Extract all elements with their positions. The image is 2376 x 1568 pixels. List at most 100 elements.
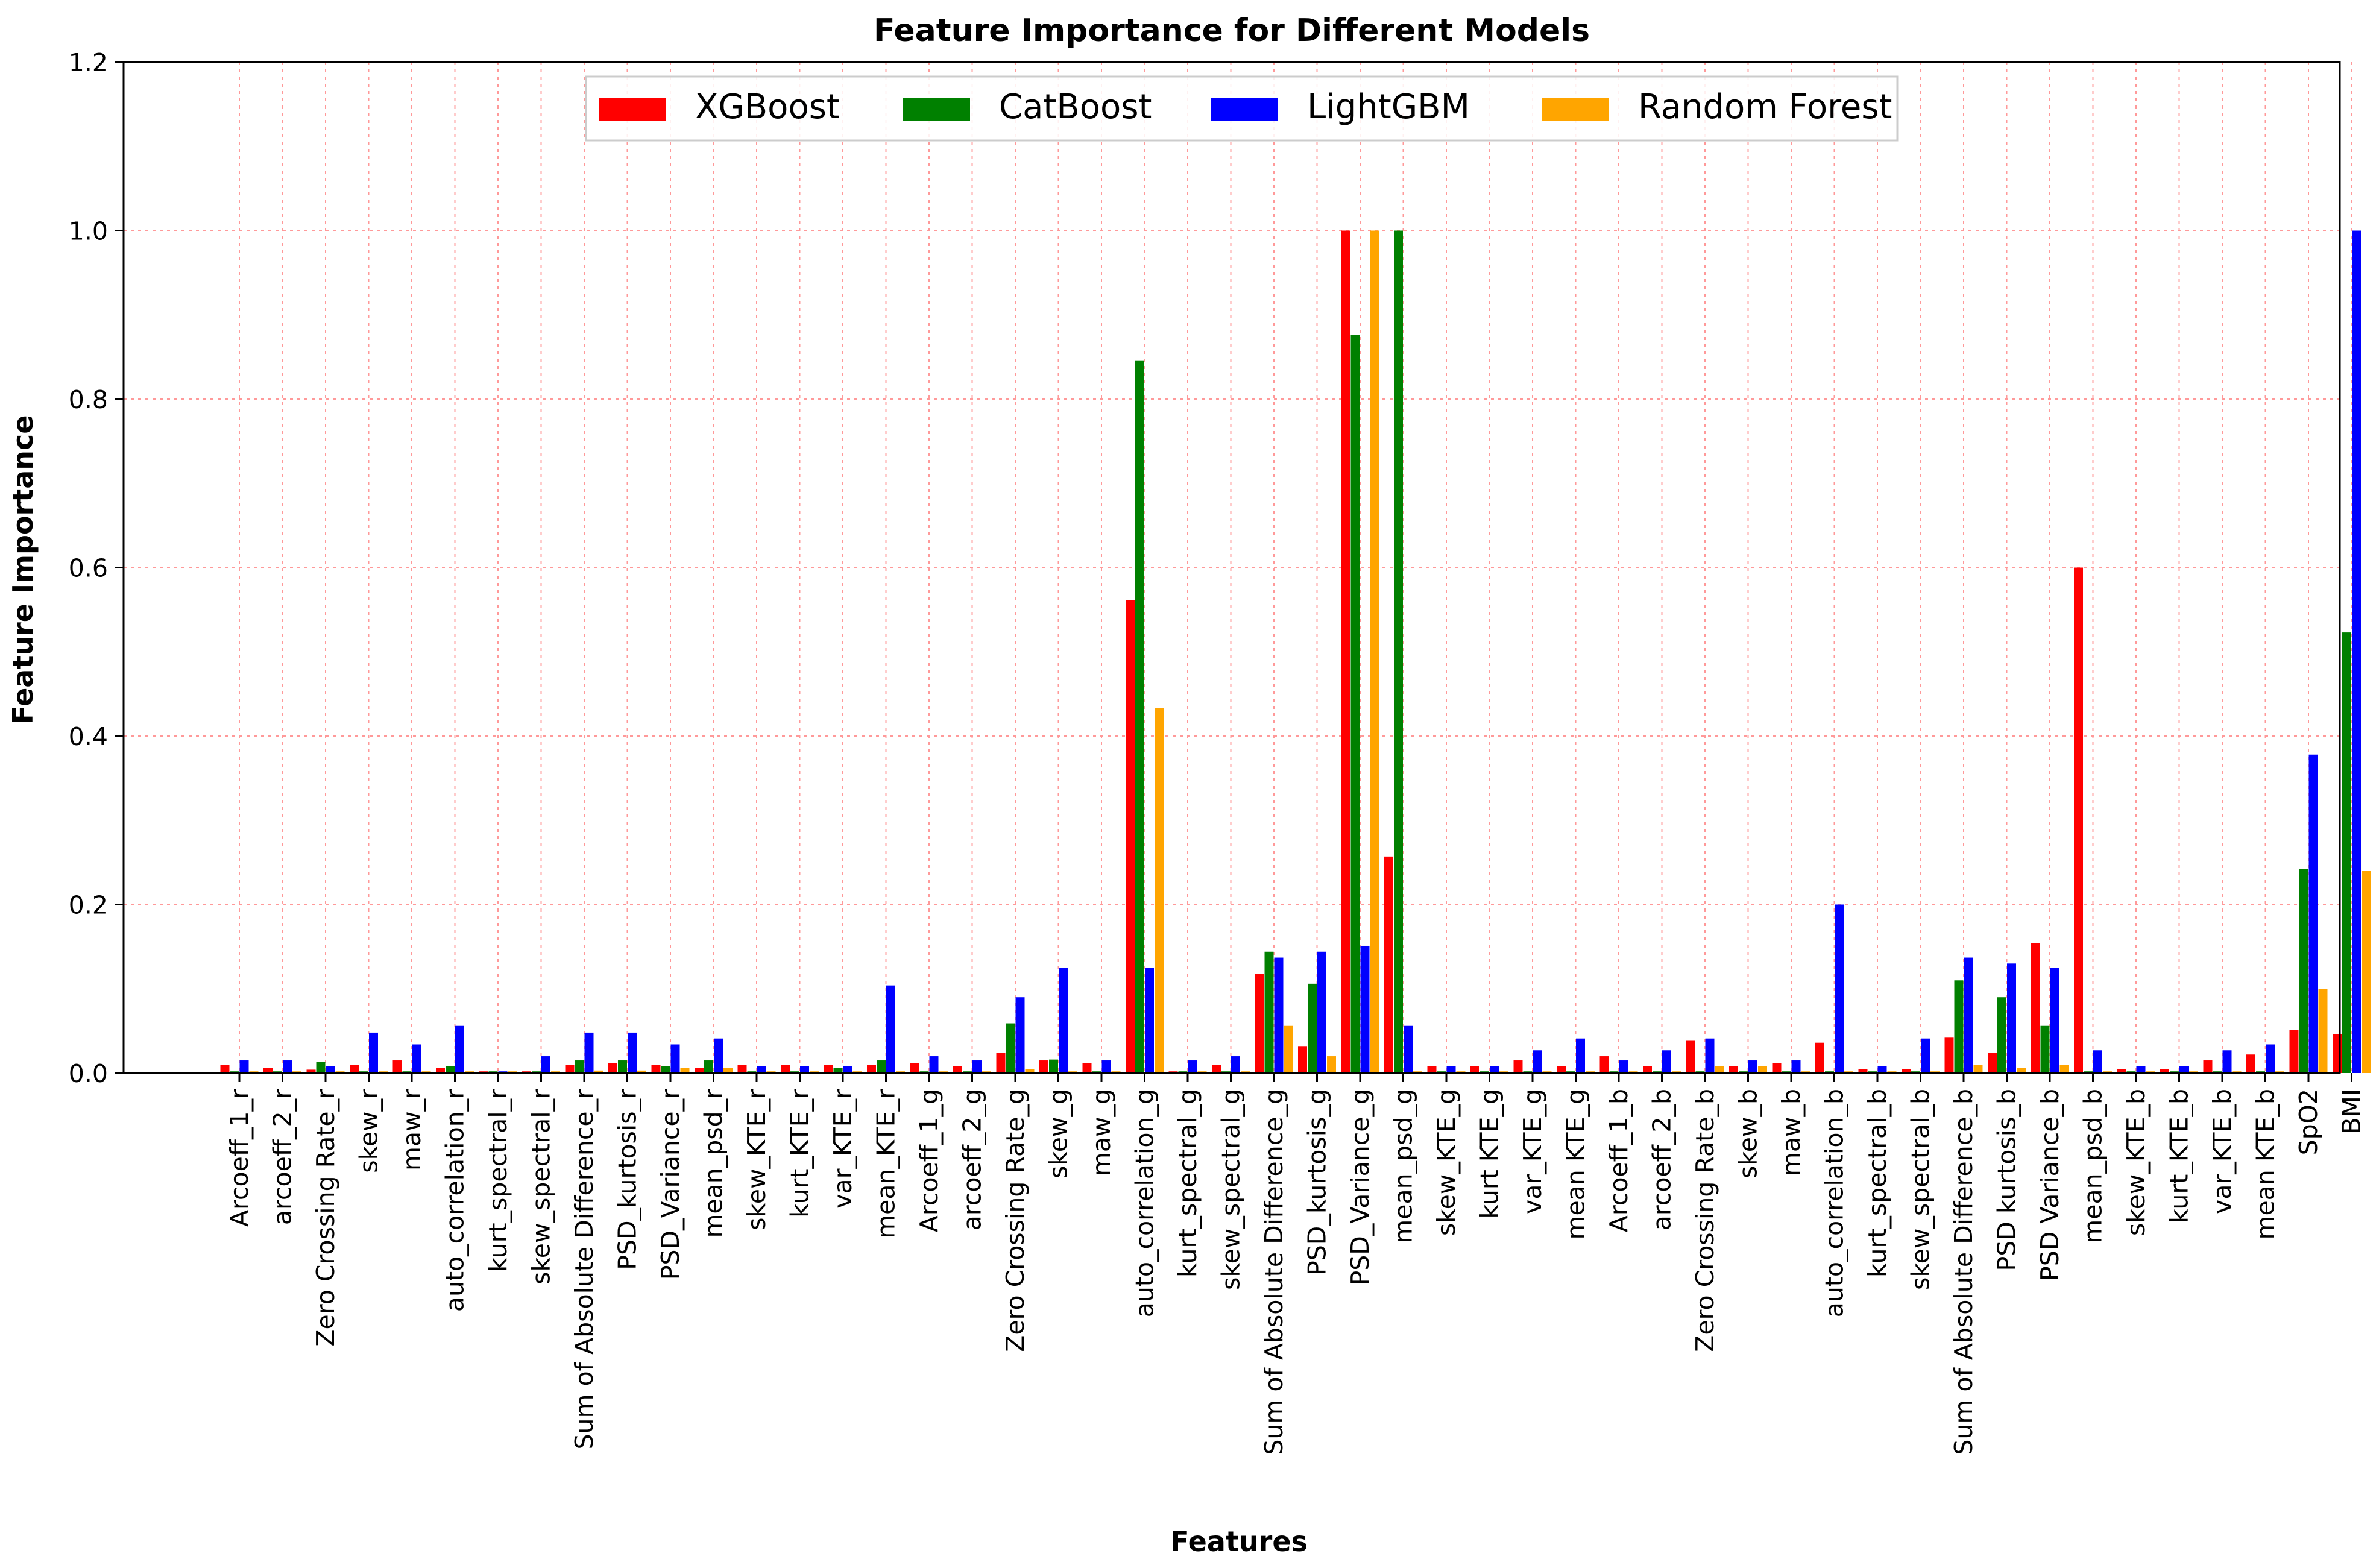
bar-xgboost [1255,974,1264,1073]
x-tick-label: maw_r [397,1089,426,1171]
bar-catboost [1350,335,1360,1073]
bar-lightgbm [2136,1066,2146,1073]
bar-catboost [316,1062,326,1073]
bar-catboost [446,1066,455,1073]
bar-lightgbm [1015,997,1025,1073]
legend-label: Random Forest [1638,87,1892,127]
x-tick-label: kurt_spectral_g [1173,1089,1202,1277]
x-tick-label: maw_b [1777,1089,1806,1176]
bar-random-forest [637,1070,646,1073]
bar-lightgbm [1921,1038,1930,1073]
y-tick-label: 1.0 [69,217,108,246]
x-tick-label: SpO2 [2294,1089,2323,1155]
bar-lightgbm [1145,968,1154,1073]
bar-lightgbm [2266,1044,2275,1073]
bar-lightgbm [2222,1050,2232,1073]
bar-random-forest [1327,1056,1336,1073]
legend-swatch [1211,98,1278,121]
x-tick-label: var_KTE_r [828,1089,857,1209]
bar-lightgbm [1576,1038,1585,1073]
bar-xgboost [1902,1069,1911,1073]
bar-xgboost [996,1053,1006,1073]
x-tick-label: PSD Variance_b [2035,1089,2064,1281]
bar-lightgbm [886,985,895,1073]
bar-xgboost [2031,943,2040,1073]
bar-catboost [1006,1023,1015,1073]
bar-lightgbm [757,1066,766,1073]
bar-lightgbm [1231,1056,1240,1073]
bar-xgboost [1470,1066,1479,1073]
x-tick-label: auto_correlation_g [1130,1089,1159,1317]
bar-lightgbm [1877,1066,1887,1073]
x-tick-label: arcoeff_2_r [268,1089,297,1225]
x-tick-label: Arcoeff_1_r [225,1089,254,1227]
bar-random-forest [1370,230,1379,1073]
legend-label: XGBoost [695,87,840,127]
bar-xgboost [695,1068,704,1073]
bar-lightgbm [1705,1038,1715,1073]
legend-swatch [1542,98,1609,121]
x-axis-label: Features [1170,1525,1308,1558]
chart-title: Feature Importance for Different Models [874,13,1590,49]
y-tick-label: 0.4 [69,722,108,751]
bar-xgboost [737,1065,747,1073]
bar-catboost [1997,997,2006,1073]
bar-xgboost [436,1068,445,1073]
x-tick-label: arcoeff_2_b [1648,1089,1677,1230]
x-tick-label: kurt KTE_g [1475,1089,1504,1219]
bar-lightgbm [2308,754,2318,1073]
bar-xgboost [1988,1053,1997,1073]
bar-xgboost [306,1069,316,1073]
bar-random-forest [1025,1069,1035,1073]
bar-random-forest [2017,1068,2026,1073]
x-tick-label: PSD_kurtosis_g [1303,1089,1332,1276]
bar-xgboost [1082,1063,1092,1073]
bar-xgboost [2074,567,2083,1073]
bar-random-forest [1284,1025,1293,1073]
bar-lightgbm [1835,904,1844,1073]
grid-lines [124,62,2352,1073]
bar-xgboost [565,1065,575,1073]
x-tick-label: skew_b [1734,1089,1763,1179]
bar-lightgbm [1404,1025,1413,1073]
legend-label: CatBoost [999,87,1152,127]
bar-lightgbm [628,1032,637,1073]
bar-catboost [1135,360,1144,1073]
bar-lightgbm [670,1044,680,1073]
x-tick-label: mean KTE_g [1561,1089,1590,1239]
x-tick-label: skew_KTE_b [2122,1089,2151,1236]
x-axis-ticks: Arcoeff_1_r arcoeff_2_r Zero Crossing Rate… [225,1073,2366,1455]
bar-lightgbm [283,1060,292,1073]
x-tick-label: Zero Crossing Rate_b [1691,1089,1719,1352]
x-tick-label: kurt_KTE_b [2165,1089,2194,1223]
bar-random-forest [2059,1065,2069,1073]
bar-random-forest [1155,708,1164,1073]
y-tick-label: 0.8 [69,385,108,414]
x-tick-label: auto_correlation_b [1820,1089,1849,1317]
bar-xgboost [1384,856,1393,1073]
bar-lightgbm [1619,1060,1628,1073]
bar-xgboost [781,1065,790,1073]
bar-catboost [877,1060,886,1073]
bar-lightgbm [1317,951,1326,1073]
bar-lightgbm [584,1032,594,1073]
bar-xgboost [1513,1060,1523,1073]
bar-lightgbm [2179,1066,2189,1073]
bar-xgboost [220,1065,230,1073]
bar-lightgbm [1101,1060,1111,1073]
y-axis-ticks: 0.0 0.2 0.4 0.6 0.8 1.0 1.2 [69,48,124,1088]
bar-lightgbm [929,1056,939,1073]
x-tick-label: Sum of Absolute Difference_g [1259,1089,1288,1455]
bar-catboost [833,1068,843,1073]
bar-lightgbm [1188,1060,1197,1073]
bar-lightgbm [2050,968,2059,1073]
legend-swatch [903,98,970,121]
legend-label: LightGBM [1307,87,1470,127]
bar-xgboost [1772,1063,1782,1073]
x-tick-label: PSD kurtosis_b [1993,1089,2021,1271]
bar-random-forest [2318,989,2328,1073]
bar-xgboost [1729,1066,1738,1073]
x-tick-label: Zero Crossing Rate_r [311,1089,340,1347]
bar-lightgbm [1791,1060,1801,1073]
bar-catboost [2040,1025,2050,1073]
